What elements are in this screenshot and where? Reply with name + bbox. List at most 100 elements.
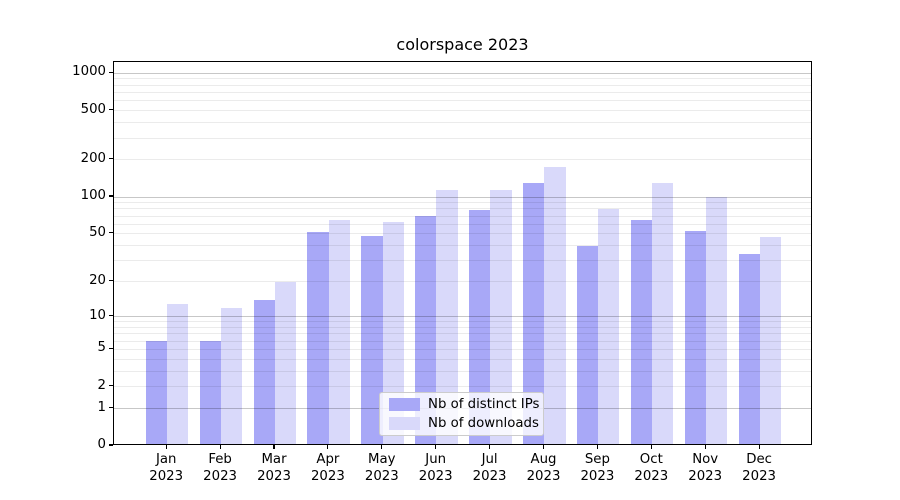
- y-tick-label-100: 100: [80, 188, 106, 203]
- y-tick-mark-5: [109, 347, 113, 349]
- y-tick-mark-50: [109, 232, 113, 234]
- bar-nb-of-downloads-may: [382, 221, 404, 444]
- bar-nb-of-downloads-dec: [759, 237, 782, 444]
- y-tick-label-2: 2: [97, 377, 106, 393]
- x-tick-label-oct: Oct 2023: [616, 452, 686, 486]
- x-tick-label-year-jun: 2023: [418, 468, 453, 484]
- x-tick-mark-dec: [758, 445, 760, 449]
- y-tick-label-1: 1: [97, 399, 106, 415]
- bar-nb-of-distinct-ips-dec: [738, 254, 760, 444]
- y-tick-mark-100: [109, 195, 113, 197]
- gridline-minor-90: [114, 202, 811, 204]
- gridline-minor-20: [114, 281, 811, 283]
- x-tick-label-may: May 2023: [347, 452, 417, 486]
- x-tick-label-month-oct: Oct: [639, 452, 663, 467]
- bar-nb-of-distinct-ips-feb: [199, 341, 221, 444]
- x-tick-mark-feb: [219, 445, 221, 449]
- y-tick-mark-0: [109, 444, 113, 446]
- x-tick-label-year-jan: 2023: [149, 468, 184, 484]
- gridline-minor-600: [114, 100, 811, 102]
- y-tick-label-20: 20: [89, 272, 106, 288]
- x-tick-label-feb: Feb 2023: [185, 452, 255, 486]
- x-tick-label-year-mar: 2023: [257, 468, 291, 484]
- bar-nb-of-downloads-feb: [220, 307, 243, 444]
- y-tick-mark-1000: [109, 71, 113, 73]
- gridline-minor-50: [114, 233, 811, 235]
- bar-nb-of-downloads-apr: [328, 219, 350, 444]
- gridline-major-1000: [114, 72, 811, 74]
- gridline-minor-500: [114, 110, 811, 112]
- y-tick-mark-500: [109, 108, 113, 111]
- x-tick-label-dec: Dec 2023: [724, 452, 794, 486]
- gridline-minor-80: [114, 208, 811, 210]
- gridline-minor-2: [114, 386, 811, 388]
- bar-nb-of-distinct-ips-nov: [684, 230, 706, 444]
- bar-nb-of-downloads-jul: [490, 189, 512, 444]
- x-tick-label-month-dec: Dec: [746, 452, 772, 467]
- y-tick-mark-10: [109, 315, 113, 317]
- x-tick-label-month-nov: Nov: [692, 452, 719, 467]
- bar-nb-of-distinct-ips-apr: [307, 231, 329, 444]
- gridline-major-10: [114, 316, 811, 318]
- legend-entry-distinct-ips: Nb of distinct IPs: [389, 397, 539, 412]
- gridline-minor-40: [114, 245, 811, 247]
- y-tick-mark-1: [109, 407, 113, 409]
- y-tick-mark-20: [109, 280, 113, 282]
- x-tick-mark-oct: [650, 445, 652, 449]
- gridline-major-100: [114, 196, 811, 198]
- x-tick-mark-apr: [327, 445, 329, 449]
- legend-label-downloads: Nb of downloads: [428, 415, 539, 431]
- y-tick-label-500: 500: [80, 101, 106, 117]
- gridline-minor-700: [114, 91, 811, 93]
- bar-nb-of-downloads-jun: [436, 189, 458, 444]
- x-tick-label-jan: Jan 2023: [131, 452, 201, 486]
- bar-nb-of-distinct-ips-mar: [253, 299, 275, 444]
- x-tick-mark-jul: [489, 445, 491, 449]
- x-tick-label-year-may: 2023: [364, 468, 399, 484]
- x-tick-label-jul: Jul 2023: [455, 452, 525, 486]
- gridline-minor-30: [114, 260, 811, 262]
- chart-title: colorspace 2023: [396, 35, 529, 54]
- x-tick-label-year-oct: 2023: [634, 468, 669, 484]
- y-tick-label-200: 200: [80, 150, 106, 166]
- y-tick-mark-200: [109, 158, 113, 160]
- y-tick-label-5: 5: [97, 340, 106, 356]
- plot-area: [113, 61, 812, 445]
- gridline-minor-3: [114, 370, 811, 372]
- gridline-minor-4: [114, 358, 811, 360]
- x-tick-label-year-jul: 2023: [472, 468, 507, 484]
- bar-nb-of-distinct-ips-oct: [630, 219, 653, 444]
- gridline-minor-9: [114, 321, 811, 323]
- gridline-minor-800: [114, 84, 811, 86]
- x-tick-label-month-feb: Feb: [208, 452, 232, 467]
- gridline-minor-6: [114, 340, 811, 342]
- legend-swatch-distinct-ips: [389, 398, 420, 411]
- gridline-minor-60: [114, 223, 811, 225]
- y-tick-mark-2: [109, 385, 113, 387]
- x-tick-label-year-nov: 2023: [688, 468, 723, 484]
- x-tick-label-year-sep: 2023: [580, 468, 615, 484]
- x-tick-label-aug: Aug 2023: [509, 452, 579, 486]
- x-tick-mark-nov: [704, 445, 706, 449]
- gridline-minor-70: [114, 215, 811, 217]
- x-tick-label-year-apr: 2023: [310, 468, 345, 484]
- x-tick-label-mar: Mar 2023: [239, 452, 309, 486]
- y-tick-label-0: 0: [97, 437, 106, 452]
- x-tick-label-month-sep: Sep: [584, 452, 610, 467]
- gridline-minor-200: [114, 159, 811, 161]
- bar-nb-of-distinct-ips-sep: [576, 245, 599, 444]
- x-tick-label-month-mar: Mar: [261, 452, 287, 467]
- bar-nb-of-distinct-ips-jul: [469, 210, 491, 444]
- x-tick-label-month-jul: Jul: [481, 452, 498, 467]
- x-tick-label-year-feb: 2023: [203, 468, 238, 484]
- y-tick-label-10: 10: [89, 307, 106, 323]
- y-tick-label-50: 50: [89, 224, 106, 240]
- gridline-minor-8: [114, 326, 811, 328]
- x-tick-label-apr: Apr 2023: [293, 452, 363, 486]
- bar-nb-of-downloads-jan: [166, 303, 189, 444]
- x-tick-label-month-jan: Jan: [155, 452, 177, 467]
- bar-nb-of-downloads-oct: [652, 182, 674, 444]
- legend: Nb of distinct IPs Nb of downloads: [379, 392, 544, 436]
- x-tick-mark-sep: [596, 445, 598, 449]
